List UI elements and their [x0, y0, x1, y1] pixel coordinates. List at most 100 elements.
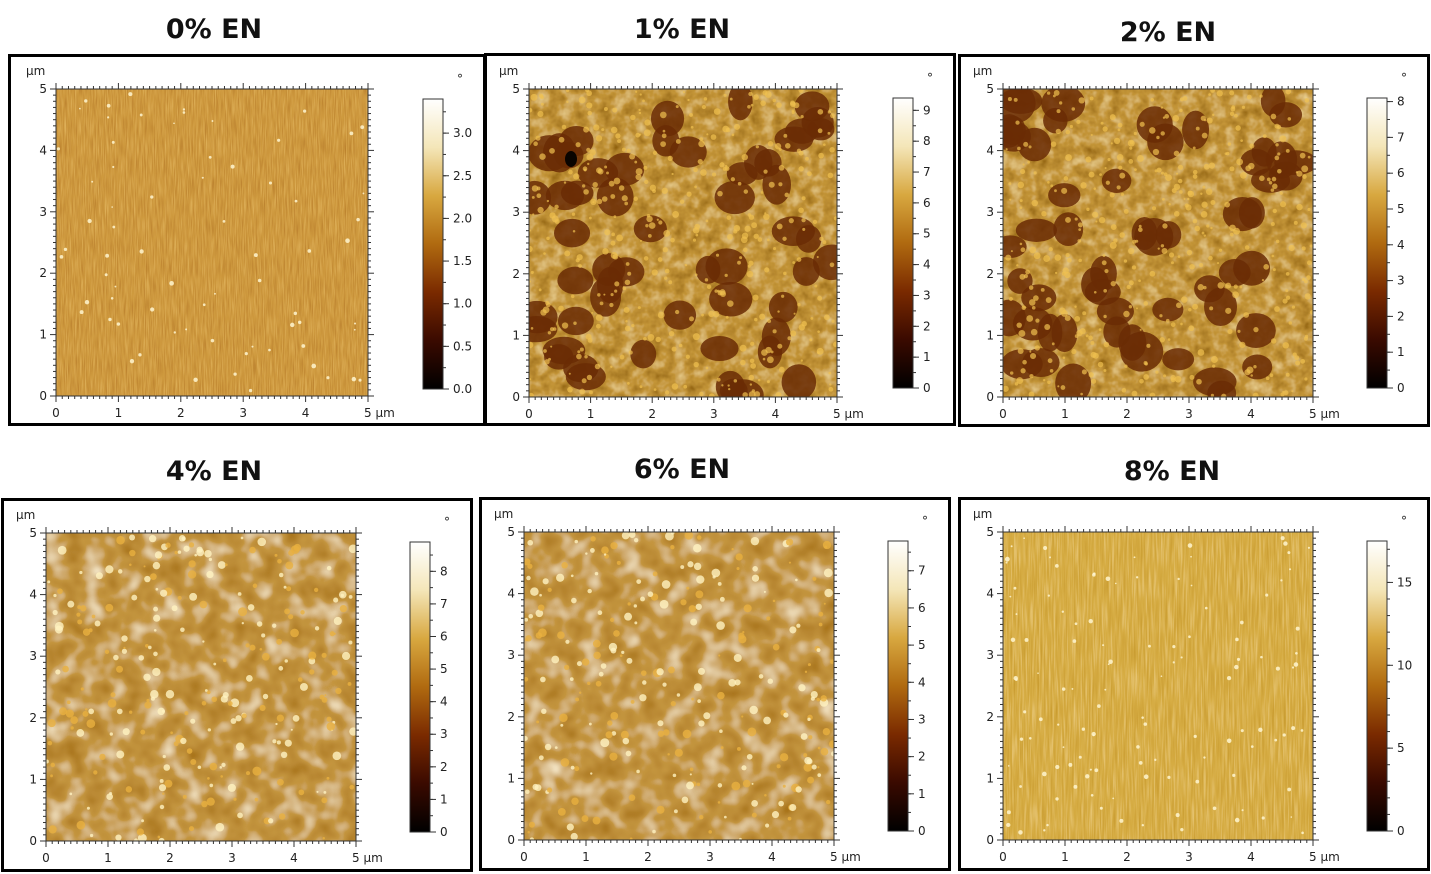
bright-speck: [1206, 224, 1210, 228]
dark-domain: [529, 316, 558, 343]
bright-speck: [208, 155, 212, 159]
bright-speck: [1071, 348, 1077, 355]
bright-speck: [1190, 584, 1193, 587]
bright-speck: [1099, 173, 1102, 177]
bright-speck: [1123, 310, 1130, 318]
bright-speck: [1049, 556, 1052, 559]
dark-domain: [560, 180, 594, 206]
y-tick-label: 1: [512, 328, 520, 342]
bright-speck: [670, 545, 675, 550]
bright-speck: [791, 111, 795, 115]
bright-speck: [144, 701, 152, 709]
bright-speck: [587, 162, 590, 166]
bright-speck: [121, 635, 128, 642]
bright-speck: [731, 133, 735, 137]
bright-speck: [1023, 537, 1026, 540]
bright-speck: [613, 215, 617, 219]
dark-domain: [559, 126, 594, 156]
bright-speck: [749, 705, 758, 715]
bright-speck: [820, 695, 827, 702]
colorbar-tick-label: 4: [918, 675, 926, 689]
bright-speck: [1028, 299, 1036, 306]
bright-speck: [642, 680, 647, 685]
dark-domain: [792, 257, 820, 286]
y-tick-label: 5: [39, 82, 47, 96]
bright-speck: [749, 383, 753, 386]
bright-speck: [590, 772, 593, 775]
bright-speck: [1117, 128, 1121, 132]
bright-speck: [1192, 146, 1196, 150]
bright-speck: [719, 729, 723, 734]
colorbar-tick-label: 5: [923, 227, 931, 241]
bright-speck: [778, 165, 785, 171]
y-tick-label: 5: [512, 82, 520, 96]
bright-speck: [1019, 206, 1023, 210]
bright-speck: [1208, 162, 1216, 169]
bright-speck: [1062, 356, 1066, 359]
bright-speck: [694, 185, 697, 189]
bright-speck: [797, 302, 801, 307]
bright-speck: [566, 823, 574, 831]
bright-speck: [569, 677, 574, 681]
bright-speck: [1300, 222, 1307, 229]
bright-speck: [268, 348, 271, 352]
bright-speck: [697, 699, 701, 703]
bright-speck: [597, 610, 603, 616]
bright-speck: [663, 229, 671, 237]
bright-speck: [790, 100, 796, 106]
x-tick-label: 3: [239, 406, 247, 420]
bright-speck: [1218, 248, 1223, 252]
colorbar-unit: °: [457, 72, 463, 86]
colorbar-tick-label: 3: [440, 727, 448, 741]
x-unit-label: 5 µm: [833, 407, 864, 421]
bright-speck: [1018, 329, 1026, 337]
bright-speck: [1288, 568, 1292, 571]
bright-speck: [790, 330, 797, 337]
x-tick-label: 2: [1123, 407, 1131, 421]
bright-speck: [817, 773, 822, 777]
bright-speck: [149, 535, 157, 543]
bright-speck: [1033, 252, 1041, 260]
bright-speck: [1241, 809, 1244, 812]
bright-speck: [763, 169, 768, 174]
bright-speck: [588, 216, 592, 220]
bright-speck: [275, 722, 278, 726]
bright-speck: [1048, 247, 1053, 252]
bright-speck: [116, 708, 123, 715]
bright-speck: [1056, 109, 1061, 114]
bright-speck: [1005, 148, 1008, 151]
bright-speck: [1227, 142, 1232, 146]
bright-speck: [804, 156, 809, 161]
bright-speck: [718, 654, 721, 657]
bright-speck: [348, 544, 356, 554]
bright-speck: [206, 570, 214, 579]
colorbar-tick-label: 1: [440, 792, 448, 806]
bright-speck: [123, 646, 126, 649]
bright-speck: [741, 765, 747, 771]
bright-speck: [1117, 122, 1123, 128]
bright-speck: [743, 604, 752, 613]
bright-speck: [1134, 168, 1137, 171]
bright-speck: [1045, 297, 1052, 303]
bright-speck: [59, 255, 64, 259]
bright-speck: [524, 558, 531, 566]
y-tick-label: 4: [507, 587, 515, 601]
bright-speck: [587, 110, 593, 116]
bright-speck: [578, 264, 582, 268]
bright-speck: [624, 325, 631, 332]
bright-speck: [728, 387, 731, 391]
bright-speck: [585, 552, 588, 555]
colorbar-tick-label: 10: [1397, 658, 1412, 672]
bright-speck: [1155, 370, 1159, 374]
bright-speck: [196, 548, 205, 557]
bright-speck: [47, 719, 56, 728]
bright-speck: [1074, 315, 1081, 322]
bright-speck: [85, 708, 88, 711]
bright-speck: [1303, 279, 1308, 284]
bright-speck: [1165, 318, 1170, 323]
bright-speck: [1026, 315, 1034, 322]
bright-speck: [629, 153, 636, 160]
x-tick-label: 4: [1247, 407, 1255, 421]
bright-speck: [1116, 153, 1124, 161]
